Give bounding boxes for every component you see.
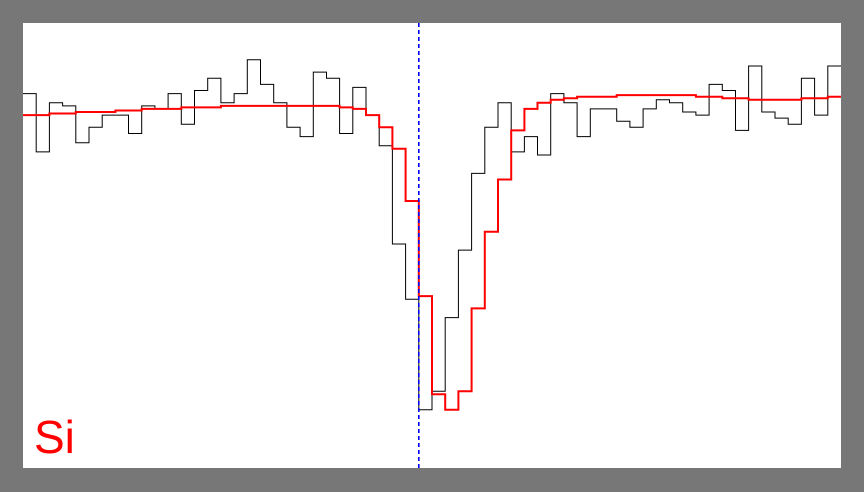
ion-label: Si [34,411,75,463]
spectrum-plot [23,23,841,468]
observed-flux-line [23,59,841,411]
model-fit-series [23,94,841,411]
plot-area: Si [23,23,841,468]
observed-flux-series [23,59,841,411]
model-fit-line [23,94,841,411]
